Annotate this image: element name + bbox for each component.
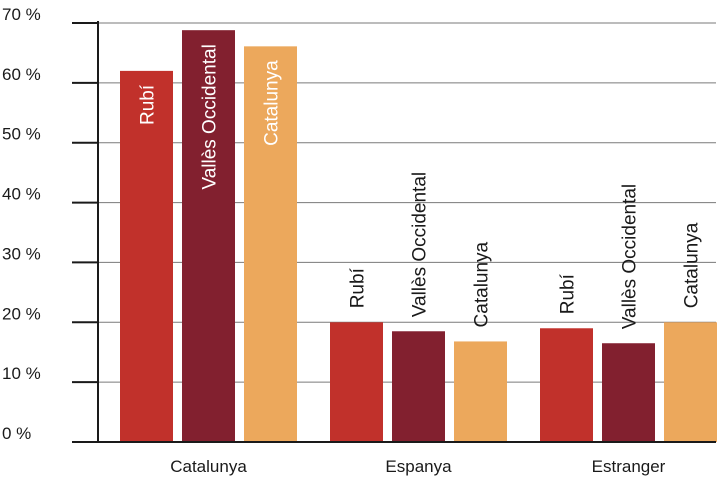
- bar: [664, 322, 717, 442]
- bar-label: Rubí: [138, 84, 159, 125]
- bar-label: Vallès Occidental: [410, 172, 431, 317]
- axes: [72, 21, 716, 443]
- bar-label: Catalunya: [682, 222, 703, 308]
- x-category-label: Espanya: [385, 457, 452, 476]
- y-tick-label: 50 %: [2, 125, 41, 144]
- bar: [330, 322, 383, 442]
- bar: [602, 343, 655, 442]
- bar-label: Rubí: [348, 267, 369, 308]
- bar: [120, 70, 173, 442]
- bar: [454, 341, 507, 442]
- x-category-label: Estranger: [592, 457, 666, 476]
- bar-label: Catalunya: [262, 60, 283, 146]
- bar-label: Vallès Occidental: [200, 44, 221, 189]
- bar-labels: Rubí Vallès Occidental Catalunya Rubí Vallès…: [138, 44, 703, 329]
- bar-label: Rubí: [558, 273, 579, 314]
- bars: [120, 30, 717, 442]
- bar-label: Vallès Occidental: [620, 184, 641, 329]
- bar-label: Catalunya: [472, 241, 493, 327]
- x-category-label: Catalunya: [170, 457, 247, 476]
- bar: [182, 30, 235, 442]
- y-tick-label: 40 %: [2, 185, 41, 204]
- y-tick-label: 20 %: [2, 304, 41, 323]
- bar: [244, 46, 297, 442]
- x-category-labels: Catalunya Espanya Estranger: [170, 457, 665, 476]
- y-tick-labels: 0 % 10 % 20 % 30 % 40 % 50 % 60 % 70 %: [2, 5, 41, 443]
- y-tick-label: 30 %: [2, 244, 41, 263]
- y-tick-label: 0 %: [2, 424, 31, 443]
- bar: [540, 328, 593, 442]
- y-tick-label: 70 %: [2, 5, 41, 24]
- y-tick-label: 60 %: [2, 65, 41, 84]
- bar: [392, 331, 445, 442]
- y-tick-label: 10 %: [2, 364, 41, 383]
